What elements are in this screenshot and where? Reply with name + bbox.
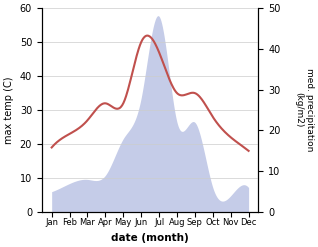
Y-axis label: max temp (C): max temp (C) [4,76,14,144]
Y-axis label: med. precipitation
(kg/m2): med. precipitation (kg/m2) [294,68,314,152]
X-axis label: date (month): date (month) [111,233,189,243]
